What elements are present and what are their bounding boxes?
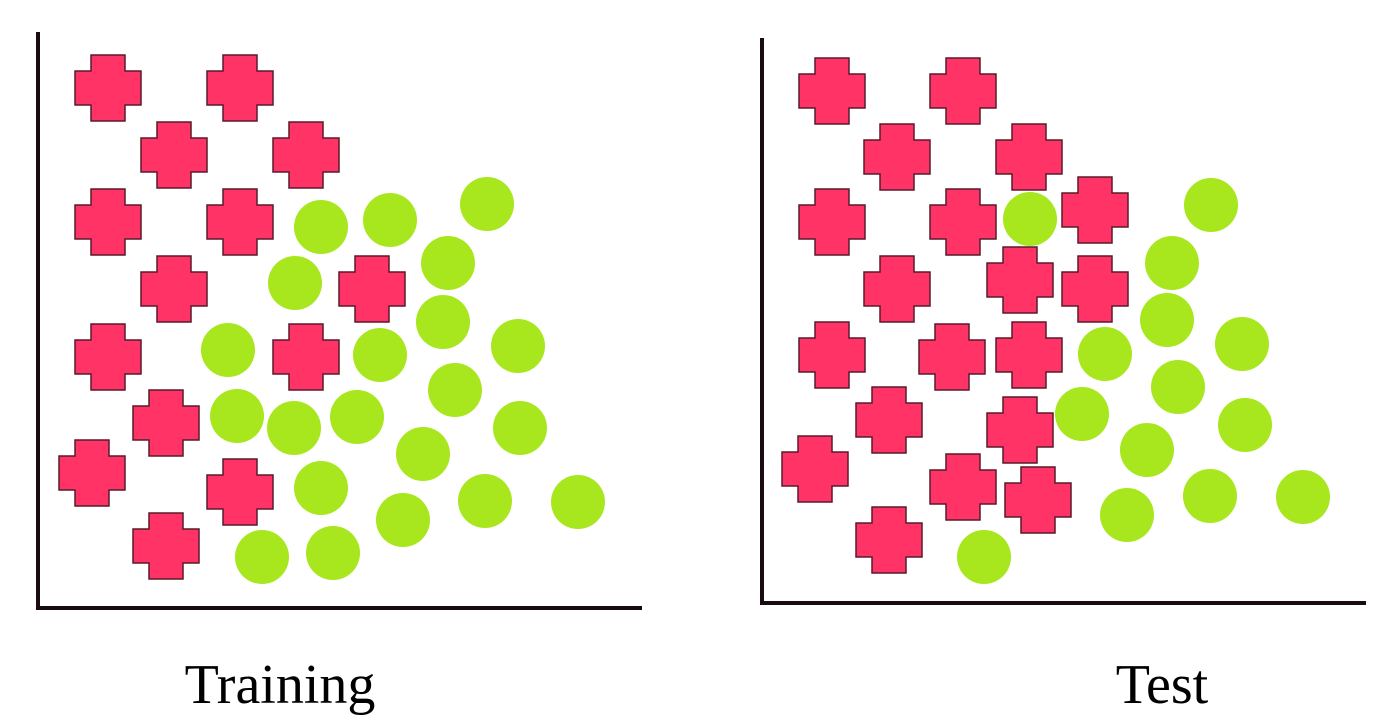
circle-point	[210, 389, 264, 443]
cross-point	[206, 458, 274, 526]
circle-point	[957, 530, 1011, 584]
circle-point	[1215, 317, 1269, 371]
cross-point	[798, 57, 866, 125]
circle-point	[428, 363, 482, 417]
cross-point	[74, 54, 142, 122]
circle-point	[294, 200, 348, 254]
circle-point	[551, 475, 605, 529]
cross-point	[1061, 255, 1129, 323]
circle-point	[1151, 360, 1205, 414]
cross-point	[1061, 176, 1129, 244]
circle-point	[1055, 387, 1109, 441]
circle-point	[268, 256, 322, 310]
circle-point	[363, 193, 417, 247]
circle-point	[1218, 398, 1272, 452]
circle-point	[1003, 192, 1057, 246]
circle-point	[267, 401, 321, 455]
circle-point	[493, 401, 547, 455]
cross-point	[863, 123, 931, 191]
circle-point	[1120, 423, 1174, 477]
circle-point	[491, 319, 545, 373]
circle-point	[294, 461, 348, 515]
panel-label: Test	[1116, 654, 1209, 716]
cross-point	[132, 389, 200, 457]
cross-point	[1004, 466, 1072, 534]
circle-point	[416, 295, 470, 349]
cross-point	[58, 439, 126, 507]
cross-point	[929, 57, 997, 125]
cross-point	[929, 188, 997, 256]
cross-point	[74, 188, 142, 256]
cross-point	[986, 246, 1054, 314]
cross-point	[995, 321, 1063, 389]
axes	[36, 32, 642, 610]
training-panel: Training	[36, 32, 642, 716]
cross-point	[140, 255, 208, 323]
circle-point	[1100, 488, 1154, 542]
circle-point	[421, 236, 475, 290]
circle-point	[330, 390, 384, 444]
circle-point	[396, 427, 450, 481]
cross-point	[338, 255, 406, 323]
circle-point	[353, 328, 407, 382]
cross-point	[781, 435, 849, 503]
cross-point	[855, 386, 923, 454]
cross-point	[798, 321, 866, 389]
cross-point	[272, 121, 340, 189]
circle-point	[460, 177, 514, 231]
circle-point	[306, 526, 360, 580]
circle-point	[458, 474, 512, 528]
circle-point	[1140, 293, 1194, 347]
cross-point	[206, 188, 274, 256]
cross-point	[929, 453, 997, 521]
cross-point	[995, 123, 1063, 191]
circle-point	[1184, 178, 1238, 232]
cross-point	[132, 512, 200, 580]
circle-point	[1276, 470, 1330, 524]
circle-point	[201, 323, 255, 377]
cross-point	[918, 323, 986, 391]
circle-point	[1183, 469, 1237, 523]
cross-point	[272, 323, 340, 391]
cross-point	[140, 121, 208, 189]
test-panel: Test	[760, 38, 1366, 716]
cross-point	[74, 323, 142, 391]
panel-label: Training	[185, 654, 376, 716]
cross-point	[206, 54, 274, 122]
cross-point	[986, 396, 1054, 464]
cross-point	[863, 255, 931, 323]
circle-point	[235, 530, 289, 584]
cross-point	[855, 506, 923, 574]
circle-point	[1078, 327, 1132, 381]
cross-point	[798, 188, 866, 256]
circle-point	[376, 493, 430, 547]
circle-point	[1145, 236, 1199, 290]
axes	[760, 38, 1366, 605]
